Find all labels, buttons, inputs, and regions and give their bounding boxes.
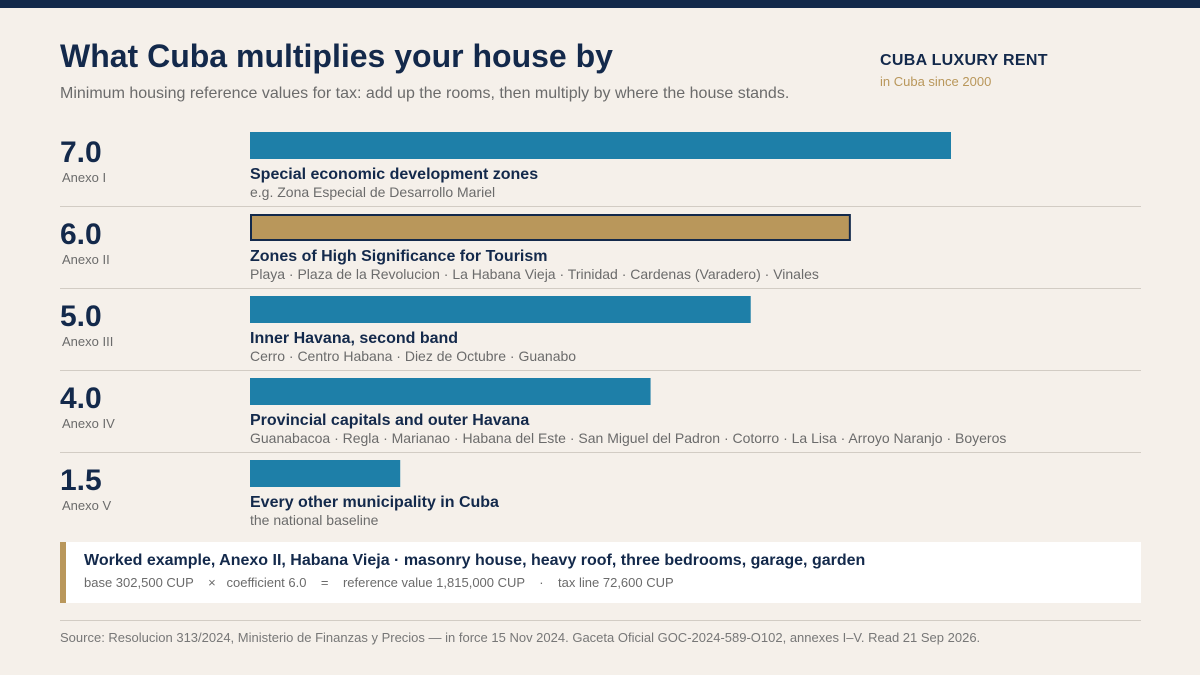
annex-label: Anexo III [62, 334, 113, 349]
brand-name: CUBA LUXURY RENT [880, 52, 1048, 69]
annex-label: Anexo V [62, 498, 111, 513]
annex-label: Anexo I [62, 170, 106, 185]
worked-example-title: Worked example, Anexo II, Habana Vieja ·… [84, 552, 866, 569]
zone-places: Guanabacoa · Regla · Marianao · Habana d… [250, 430, 1006, 446]
worked-example-panel: Worked example, Anexo II, Habana Vieja ·… [60, 542, 1141, 603]
zone-places: Playa · Plaza de la Revolucion · La Haba… [250, 266, 819, 282]
zone-label: Provincial capitals and outer Havana [250, 412, 529, 429]
bar [250, 378, 651, 405]
zone-places: Cerro · Centro Habana · Diez de Octubre … [250, 348, 576, 364]
zone-label: Every other municipality in Cuba [250, 494, 499, 511]
coefficient-value: 6.0 [60, 218, 102, 251]
zone-places: e.g. Zona Especial de Desarrollo Mariel [250, 184, 495, 200]
source-note: Source: Resolucion 313/2024, Ministerio … [60, 630, 981, 645]
chart-title: What Cuba multiplies your house by [60, 38, 613, 74]
coefficient-value: 1.5 [60, 464, 102, 497]
coefficient-value: 5.0 [60, 300, 102, 333]
worked-example-accent [60, 542, 66, 603]
bar [250, 132, 951, 159]
coefficient-value: 7.0 [60, 136, 102, 169]
bar-highlighted [250, 214, 851, 241]
top-accent-bar [0, 0, 1200, 8]
bar [250, 460, 401, 487]
zone-places: the national baseline [250, 512, 379, 528]
chart-subtitle: Minimum housing reference values for tax… [60, 85, 790, 102]
zone-label: Inner Havana, second band [250, 330, 458, 347]
zone-label: Special economic development zones [250, 166, 538, 183]
bar [250, 296, 751, 323]
annex-label: Anexo IV [62, 416, 115, 431]
zone-label: Zones of High Significance for Tourism [250, 248, 548, 265]
annex-label: Anexo II [62, 252, 110, 267]
brand-tagline: in Cuba since 2000 [880, 74, 992, 89]
coefficient-value: 4.0 [60, 382, 102, 415]
source-divider [60, 620, 1141, 621]
worked-example-calculation: base 302,500 CUP × coefficient 6.0 = ref… [84, 575, 674, 590]
